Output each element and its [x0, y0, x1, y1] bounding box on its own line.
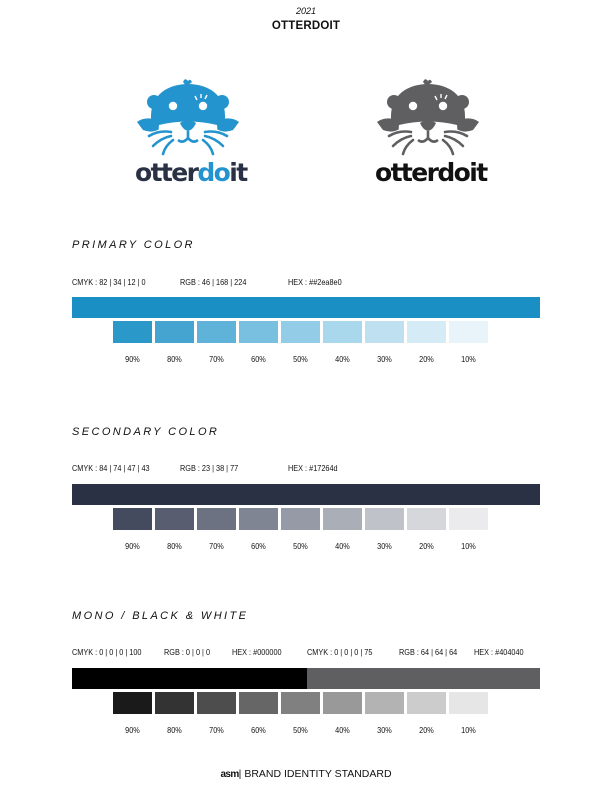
tint-swatch	[407, 321, 446, 343]
primary-color-bar	[72, 297, 540, 318]
primary-hex: HEX : ##2ea8e0	[288, 277, 342, 287]
tint-percent-label: 50%	[293, 541, 308, 551]
tint-swatch	[113, 508, 152, 530]
tint-percent-label: 20%	[419, 541, 434, 551]
tint-swatch	[449, 692, 488, 714]
tint-swatch	[323, 321, 362, 343]
primary-color-title: PRIMARY COLOR	[72, 239, 195, 251]
tint-swatch	[281, 692, 320, 714]
tint-percent-label: 40%	[335, 725, 350, 735]
logo-wordmark: otterdoit	[135, 158, 248, 187]
tint-swatch	[407, 508, 446, 530]
wordmark-it: it	[229, 158, 248, 187]
secondary-color-title: SECONDARY COLOR	[72, 426, 220, 438]
mono-black-rgb: RGB : 0 | 0 | 0	[164, 647, 211, 657]
tint-swatch	[407, 692, 446, 714]
tint-swatch	[155, 321, 194, 343]
mono-gray-cmyk: CMYK : 0 | 0 | 0 | 75	[307, 647, 373, 657]
mono-gray-hex: HEX : #404040	[474, 647, 524, 657]
tint-swatch	[113, 692, 152, 714]
secondary-hex: HEX : #17264d	[288, 463, 338, 473]
tint-percent-label: 70%	[209, 725, 224, 735]
tint-percent-label: 50%	[293, 354, 308, 364]
document-year: 2021	[295, 6, 317, 16]
tint-percent-label: 40%	[335, 354, 350, 364]
tint-percent-label: 20%	[419, 354, 434, 364]
tint-percent-label: 60%	[251, 354, 266, 364]
wordmark-otter: otter	[135, 158, 199, 187]
tint-swatch	[239, 692, 278, 714]
mono-black-hex: HEX : #000000	[232, 647, 282, 657]
tint-percent-label: 70%	[209, 541, 224, 551]
mono-color-title: MONO / BLACK & WHITE	[72, 610, 249, 622]
mono-black-cmyk: CMYK : 0 | 0 | 0 | 100	[72, 647, 142, 657]
tint-percent-label: 40%	[335, 541, 350, 551]
secondary-cmyk: CMYK : 84 | 74 | 47 | 43	[72, 463, 150, 473]
tint-percent-label: 10%	[461, 354, 476, 364]
footer-divider: |	[238, 768, 245, 780]
footer-text: BRAND IDENTITY STANDARD	[244, 768, 392, 780]
tint-percent-label: 10%	[461, 541, 476, 551]
tint-swatch	[239, 508, 278, 530]
tint-swatch	[113, 321, 152, 343]
tint-percent-label: 90%	[125, 354, 140, 364]
tint-percent-label: 90%	[125, 541, 140, 551]
tint-percent-label: 30%	[377, 541, 392, 551]
wordmark-do: do	[437, 158, 470, 187]
secondary-rgb: RGB : 23 | 38 | 77	[180, 463, 239, 473]
otter-icon	[133, 78, 243, 158]
tint-swatch	[365, 321, 404, 343]
tint-percent-label: 80%	[167, 354, 182, 364]
wordmark-otter: otter	[375, 158, 439, 187]
primary-rgb: RGB : 46 | 168 | 224	[180, 277, 247, 287]
tint-percent-label: 80%	[167, 725, 182, 735]
wordmark-it: it	[469, 158, 488, 187]
tint-swatch	[281, 321, 320, 343]
tint-percent-label: 30%	[377, 354, 392, 364]
tint-percent-label: 60%	[251, 725, 266, 735]
tint-percent-label: 90%	[125, 725, 140, 735]
tint-percent-label: 10%	[461, 725, 476, 735]
tint-swatch	[365, 692, 404, 714]
tint-percent-label: 30%	[377, 725, 392, 735]
tint-swatch	[197, 508, 236, 530]
tint-swatch	[239, 321, 278, 343]
logo-wordmark-mono: otterdoit	[375, 158, 488, 187]
footer: asm| BRAND IDENTITY STANDARD	[0, 768, 612, 780]
tint-percent-label: 60%	[251, 541, 266, 551]
tint-swatch	[155, 508, 194, 530]
tint-swatch	[365, 508, 404, 530]
tint-percent-label: 70%	[209, 354, 224, 364]
tint-percent-label: 80%	[167, 541, 182, 551]
otter-icon	[373, 78, 483, 158]
asm-logo: asm	[220, 769, 239, 780]
tint-swatch	[155, 692, 194, 714]
primary-cmyk: CMYK : 82 | 34 | 12 | 0	[72, 277, 146, 287]
wordmark-do: do	[197, 158, 230, 187]
logo-color-version: otterdoit	[133, 78, 248, 188]
tint-swatch	[323, 508, 362, 530]
brand-title: OTTERDOIT	[271, 20, 341, 32]
mono-black-bar	[72, 668, 307, 689]
tint-swatch	[281, 508, 320, 530]
mono-gray-rgb: RGB : 64 | 64 | 64	[399, 647, 458, 657]
tint-swatch	[197, 321, 236, 343]
secondary-color-bar	[72, 484, 540, 505]
logo-mono-version: otterdoit	[373, 78, 488, 188]
mono-gray-bar	[307, 668, 540, 689]
tint-percent-label: 20%	[419, 725, 434, 735]
tint-swatch	[323, 692, 362, 714]
tint-swatch	[449, 508, 488, 530]
tint-swatch	[449, 321, 488, 343]
tint-percent-label: 50%	[293, 725, 308, 735]
tint-swatch	[197, 692, 236, 714]
